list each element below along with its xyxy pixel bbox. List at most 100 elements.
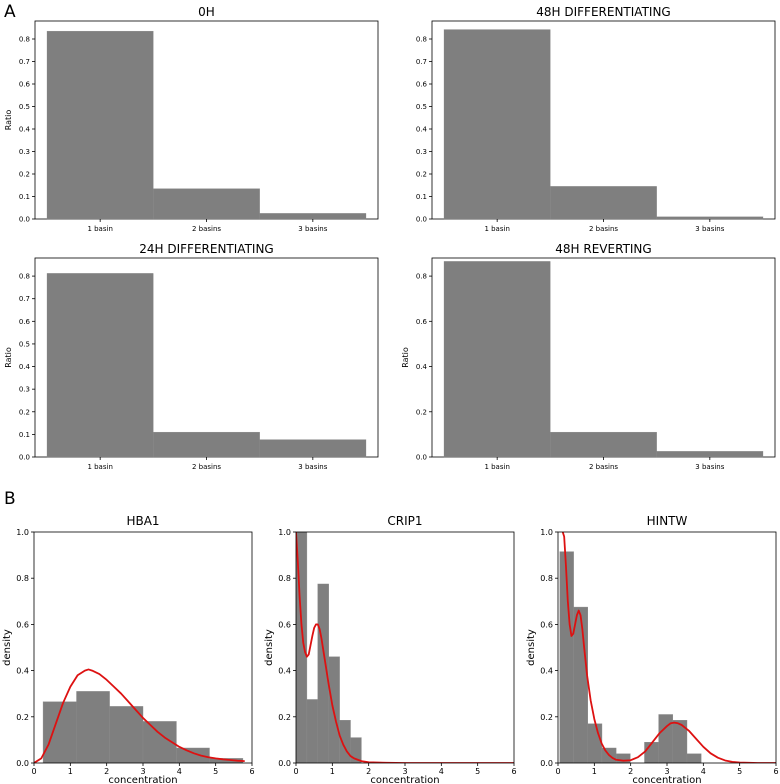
y-tick-label: 0.5: [19, 340, 30, 348]
y-tick-label: 0.3: [19, 386, 30, 394]
y-tick-label: 0.8: [416, 273, 427, 281]
y-tick-label: 0.2: [278, 713, 291, 722]
x-axis-label: concentration: [632, 775, 701, 784]
plot-area: [296, 532, 514, 763]
y-tick-label: 0.6: [416, 81, 428, 89]
x-tick-label: 3: [664, 767, 669, 776]
y-tick-label: 0.6: [16, 620, 29, 629]
y-tick-label: 0.8: [278, 574, 291, 583]
histogram-bar: [644, 742, 659, 763]
x-tick-label: 2 basins: [589, 463, 618, 471]
x-tick-label: 2 basins: [192, 463, 221, 471]
y-tick-label: 0.4: [416, 126, 428, 134]
x-tick-label: 6: [511, 767, 516, 776]
x-tick-label: 5: [737, 767, 742, 776]
y-tick-label: 1.0: [16, 528, 29, 537]
x-tick-label: 2: [628, 767, 633, 776]
y-tick-label: 0.6: [278, 620, 291, 629]
x-tick-label: 1 basin: [87, 225, 112, 233]
y-tick-label: 0.7: [416, 58, 427, 66]
chart-title: HBA1: [126, 514, 159, 528]
x-tick-label: 5: [213, 767, 218, 776]
y-axis-label: density: [264, 629, 275, 666]
x-tick-label: 3 basins: [695, 463, 724, 471]
x-tick-label: 5: [475, 767, 480, 776]
y-tick-label: 0.0: [416, 454, 427, 462]
y-tick-label: 0.2: [416, 408, 427, 416]
histogram-bar: [672, 720, 688, 763]
x-tick-label: 3: [140, 767, 145, 776]
chart-title: 24H DIFFERENTIATING: [139, 242, 273, 256]
bar: [259, 213, 367, 220]
x-tick-label: 4: [177, 767, 182, 776]
y-tick-label: 0.0: [416, 216, 427, 224]
y-tick-label: 0.4: [278, 667, 291, 676]
y-tick-label: 0.1: [416, 193, 427, 201]
y-tick-label: 0.0: [540, 759, 553, 768]
y-tick-label: 0.3: [19, 148, 30, 156]
x-tick-label: 6: [249, 767, 254, 776]
plot-area: [559, 532, 776, 763]
y-axis-label: Ratio: [401, 347, 410, 368]
panel-a-label: A: [4, 2, 16, 22]
chart-title: HINTW: [647, 514, 688, 528]
y-tick-label: 0.8: [19, 36, 30, 44]
histogram-bar: [350, 737, 362, 763]
histogram-bar: [587, 723, 603, 763]
y-tick-label: 0.8: [540, 574, 553, 583]
x-tick-label: 2: [104, 767, 109, 776]
y-tick-label: 0.5: [19, 103, 30, 111]
x-tick-label: 1: [330, 767, 335, 776]
histogram-bar: [658, 714, 674, 763]
y-tick-label: 0.4: [540, 667, 553, 676]
x-tick-label: 3: [402, 767, 407, 776]
histogram-bar: [109, 706, 144, 763]
y-tick-label: 0.6: [540, 620, 553, 629]
charts-group: 1 basin 2 basins 3 basins 0.0 0.1 0.2 0.3 0.4 0.…: [2, 5, 779, 784]
y-tick-label: 1.0: [278, 528, 291, 537]
y-tick-label: 0.7: [19, 295, 30, 303]
chart-title: 48H DIFFERENTIATING: [536, 5, 670, 19]
chart-title: 48H REVERTING: [555, 242, 651, 256]
x-tick-label: 2 basins: [192, 225, 221, 233]
y-tick-label: 0.2: [16, 713, 29, 722]
y-axis-label: density: [2, 629, 13, 666]
bar: [153, 188, 260, 220]
y-tick-label: 0.4: [19, 363, 31, 371]
y-tick-label: 0.4: [19, 126, 31, 134]
x-tick-label: 2 basins: [589, 225, 618, 233]
y-tick-label: 0.8: [19, 273, 30, 281]
x-tick-label: 3 basins: [298, 463, 327, 471]
bar: [656, 216, 764, 220]
x-tick-label: 0: [555, 767, 560, 776]
y-tick-label: 0.2: [540, 713, 553, 722]
x-tick-label: 1: [68, 767, 73, 776]
x-tick-label: 1 basin: [87, 463, 112, 471]
bar: [550, 186, 657, 220]
bar: [259, 439, 367, 458]
x-tick-label: 1 basin: [484, 463, 509, 471]
histogram-bar: [573, 606, 588, 763]
bar: [46, 273, 154, 458]
y-tick-label: 0.2: [19, 408, 30, 416]
y-tick-label: 0.8: [16, 574, 29, 583]
y-tick-label: 0.0: [278, 759, 291, 768]
x-tick-label: 4: [701, 767, 706, 776]
y-tick-label: 0.6: [19, 81, 31, 89]
bar: [443, 29, 551, 220]
density-curve: [34, 668, 245, 763]
density-curve: [296, 532, 514, 763]
x-tick-label: 0: [293, 767, 298, 776]
chart-title: CRIP1: [387, 514, 422, 528]
x-tick-label: 1: [592, 767, 597, 776]
y-tick-label: 0.0: [19, 216, 30, 224]
y-tick-label: 0.6: [416, 318, 428, 326]
density-curve: [561, 532, 776, 763]
y-tick-label: 0.3: [416, 148, 427, 156]
x-tick-label: 1 basin: [484, 225, 509, 233]
y-tick-label: 0.0: [19, 454, 30, 462]
bar: [46, 30, 154, 220]
y-tick-label: 0.4: [416, 363, 428, 371]
x-tick-label: 0: [31, 767, 36, 776]
